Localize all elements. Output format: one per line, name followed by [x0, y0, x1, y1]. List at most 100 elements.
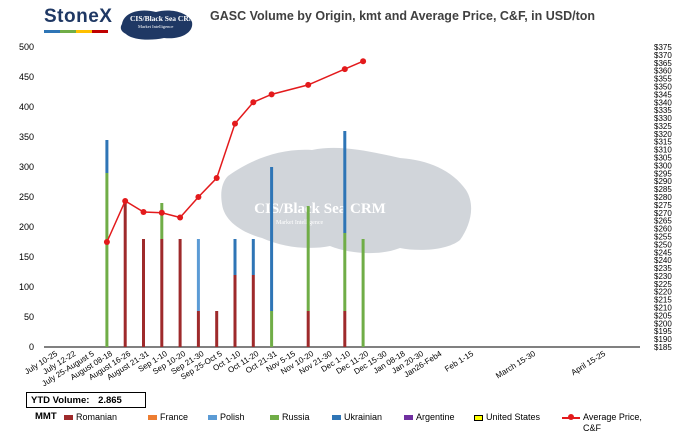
y-tick-label: 300: [19, 162, 34, 172]
y2-tick-label: $355: [654, 75, 672, 84]
y2-tick-label: $235: [654, 264, 672, 273]
y2-tick-label: $240: [654, 256, 672, 265]
legend-swatch-price: [562, 412, 580, 422]
y2-tick-label: $250: [654, 240, 672, 249]
y2-tick-label: $290: [654, 177, 672, 186]
legend-label-romanian: Romanian: [76, 412, 118, 422]
cis-black-sea-badge: [120, 10, 193, 40]
legend-item-polish: Polish: [208, 412, 245, 422]
y2-tick-label: $225: [654, 280, 672, 289]
legend-item-russia: Russia: [270, 412, 310, 422]
ytd-unit: MMT: [35, 411, 57, 422]
watermark-title: CIS/Black Sea CRM: [254, 201, 386, 217]
bar-romanian: [233, 275, 237, 347]
price-point: [177, 214, 184, 221]
ytd-volume-box: YTD Volume: 2.865 MMT: [26, 392, 146, 422]
bar-romanian: [215, 311, 219, 347]
stonex-logo: StoneX: [44, 6, 113, 27]
legend-label-france: France: [160, 412, 189, 422]
bar-romanian: [251, 275, 255, 347]
x-tick-label: April 15-25: [569, 349, 607, 377]
y2-tick-label: $215: [654, 296, 672, 305]
y2-tick-label: $315: [654, 138, 672, 147]
bar-russia: [160, 203, 164, 239]
y2-tick-label: $255: [654, 232, 672, 241]
bar-polish: [196, 239, 200, 311]
legend-swatch-united-states: [474, 415, 483, 421]
legend-label-polish: Polish: [220, 412, 245, 422]
y2-tick-label: $190: [654, 335, 672, 344]
legend-label-russia: Russia: [282, 412, 310, 422]
y2-tick-label: $325: [654, 122, 672, 131]
x-tick-label: March 15-30: [494, 349, 537, 381]
price-point: [250, 99, 257, 106]
y2-tick-label: $360: [654, 67, 672, 76]
y-tick-label: 50: [24, 312, 34, 322]
bar-ukrainian: [270, 167, 274, 311]
bar-romanian: [160, 239, 164, 347]
price-point: [232, 120, 238, 127]
legend-item-ukrainian: Ukrainian: [332, 412, 382, 422]
ytd-value: 2.865: [98, 395, 122, 406]
legend: Romanian France Polish Russia Ukrainian …: [64, 412, 680, 436]
y2-tick-label: $370: [654, 51, 672, 60]
badge-title: CIS/Black Sea CRM: [130, 14, 196, 23]
legend-swatch-romanian: [64, 415, 73, 420]
price-point: [158, 209, 165, 216]
y2-tick-label: $295: [654, 169, 672, 178]
price-point: [305, 81, 312, 88]
y2-tick-label: $200: [654, 319, 672, 328]
bar-ukrainian: [343, 131, 347, 233]
y-tick-label: 400: [19, 102, 34, 112]
chart-title: GASC Volume by Origin, kmt and Average P…: [210, 9, 596, 23]
y2-tick-label: $365: [654, 59, 672, 68]
legend-swatch-argentine: [404, 415, 413, 420]
ytd-label: YTD Volume:: [31, 395, 90, 406]
legend-label-ukrainian: Ukrainian: [344, 412, 383, 422]
legend-swatch-france: [148, 415, 157, 420]
y2-tick-label: $270: [654, 209, 672, 218]
badge-subtitle: Market Intelligence: [138, 24, 174, 29]
y2-tick-label: $245: [654, 248, 672, 257]
price-point: [360, 58, 367, 65]
y-tick-label: 200: [19, 222, 34, 232]
price-point: [122, 197, 129, 204]
y-tick-label: 0: [29, 342, 34, 352]
y2-tick-label: $275: [654, 201, 672, 210]
y-tick-label: 150: [19, 252, 34, 262]
y2-tick-label: $340: [654, 98, 672, 107]
x-tick-label: Feb 1-15: [443, 349, 475, 374]
y2-tick-label: $195: [654, 327, 672, 336]
y2-tick-label: $285: [654, 185, 672, 194]
y2-tick-label: $210: [654, 304, 672, 313]
price-point: [213, 175, 220, 182]
y2-tick-label: $350: [654, 82, 672, 91]
legend-item-france: France: [148, 412, 188, 422]
bar-ukrainian: [105, 140, 109, 173]
axes: 0 50 100 150 200 250 300 350 400 450 500 $185$190$1…: [19, 42, 672, 388]
price-point: [341, 66, 348, 73]
y2-tick-label: $230: [654, 272, 672, 281]
bar-russia: [361, 239, 365, 347]
price-point: [195, 194, 202, 200]
legend-item-price: Average Price, C&F: [562, 412, 647, 434]
bar-romanian: [196, 311, 200, 347]
legend-label-united-states: United States: [486, 412, 541, 422]
bar-russia: [270, 311, 274, 347]
y2-tick-label: $305: [654, 154, 672, 163]
price-line: [103, 58, 367, 245]
bar-ukrainian: [233, 239, 237, 275]
bar-russia: [306, 206, 310, 311]
legend-swatch-polish: [208, 415, 217, 420]
y2-tick-label: $265: [654, 217, 672, 226]
y2-tick-label: $280: [654, 193, 672, 202]
bar-romanian: [142, 239, 145, 347]
legend-label-argentine: Argentine: [416, 412, 455, 422]
price-point: [103, 239, 110, 245]
legend-swatch-russia: [270, 415, 279, 420]
stonex-logo-stripe: [44, 30, 108, 33]
y-tick-label: 100: [19, 282, 34, 292]
y-tick-label: 450: [19, 72, 34, 82]
y2-tick-label: $320: [654, 130, 672, 139]
